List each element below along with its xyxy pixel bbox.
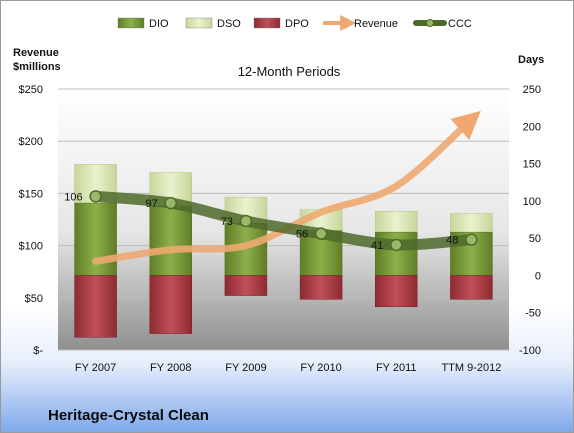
category-label-4: FY 2011	[376, 362, 417, 374]
ccc-label-1: 97	[146, 198, 158, 210]
legend-swatch-dpo	[253, 17, 281, 29]
right-tick-label-7: 250	[523, 84, 541, 96]
left-tick-label-3: $150	[19, 188, 43, 200]
left-tick-label-1: $50	[25, 293, 43, 305]
ccc-points	[89, 190, 478, 252]
ccc-point-2	[239, 214, 253, 228]
bar-dpo-0	[74, 275, 117, 338]
bar-dso-4	[375, 211, 418, 233]
ccc-label-4: 41	[371, 240, 383, 252]
plot-area	[58, 89, 509, 350]
right-tick-label-3: 50	[529, 233, 541, 245]
gridlines	[58, 88, 509, 351]
left-axis-ticks: $- $50 $100 $150 $200 $250	[19, 84, 44, 357]
ccc-label-5: 48	[446, 235, 458, 247]
bar-dio-1	[149, 205, 192, 276]
right-tick-label-1: -50	[525, 308, 541, 320]
left-axis-title-line1: Revenue	[13, 47, 59, 59]
bar-dpo-5	[450, 275, 493, 300]
ccc-point-3	[314, 227, 328, 240]
category-labels: FY 2007 FY 2008 FY 2009 FY 2010 FY 2011 TTM 9…	[75, 362, 501, 374]
legend-label-dpo: DPO	[285, 18, 309, 30]
category-label-5: TTM 9-2012	[441, 362, 501, 374]
category-label-2: FY 2009	[225, 362, 266, 374]
legend-swatch-ccc-point	[426, 19, 434, 27]
right-tick-label-0: -100	[519, 345, 541, 357]
right-tick-label-2: 0	[535, 270, 541, 282]
ccc-label-3: 56	[296, 229, 308, 241]
ccc-point-0	[89, 190, 102, 203]
legend: DIO DSO DPO Revenue CCC	[117, 15, 472, 31]
legend-label-ccc: CCC	[448, 18, 472, 30]
ccc-data-labels: 106 97 73 56 41 48	[64, 191, 458, 251]
legend-swatch-dio	[117, 17, 145, 29]
company-name: Heritage-Crystal Clean	[48, 407, 209, 424]
right-tick-label-5: 150	[523, 159, 541, 171]
legend-label-dso: DSO	[217, 18, 241, 30]
right-tick-label-6: 200	[523, 121, 541, 133]
legend-swatch-dso	[185, 17, 213, 29]
bar-dpo-1	[149, 275, 192, 334]
bar-dpo-4	[375, 275, 418, 307]
left-tick-label-4: $200	[19, 136, 43, 148]
left-tick-label-0: $-	[33, 345, 43, 357]
category-label-0: FY 2007	[75, 362, 116, 374]
ccc-point-5	[465, 233, 478, 246]
category-label-1: FY 2008	[150, 362, 191, 374]
ccc-label-0: 106	[64, 191, 82, 203]
right-axis-ticks: -100 -50 0 50 100 150 200 250	[519, 84, 541, 357]
ccc-point-4	[390, 238, 403, 252]
chart-title: 12-Month Periods	[238, 64, 341, 79]
bar-dso-5	[450, 213, 493, 233]
left-tick-label-2: $100	[19, 241, 43, 253]
bars-layer	[74, 164, 493, 338]
bar-dpo-2	[224, 275, 268, 296]
legend-label-dio: DIO	[149, 18, 169, 30]
ccc-label-2: 73	[221, 216, 233, 228]
left-axis-title-line2: $millions	[13, 61, 61, 73]
category-label-3: FY 2010	[300, 362, 341, 374]
bar-dpo-3	[299, 275, 343, 300]
ccc-point-1	[164, 196, 177, 210]
ccc-line	[90, 190, 477, 251]
right-tick-label-4: 100	[523, 196, 541, 208]
right-axis-title: Days	[518, 54, 544, 66]
left-tick-label-5: $250	[19, 84, 43, 96]
legend-label-revenue: Revenue	[354, 18, 398, 30]
